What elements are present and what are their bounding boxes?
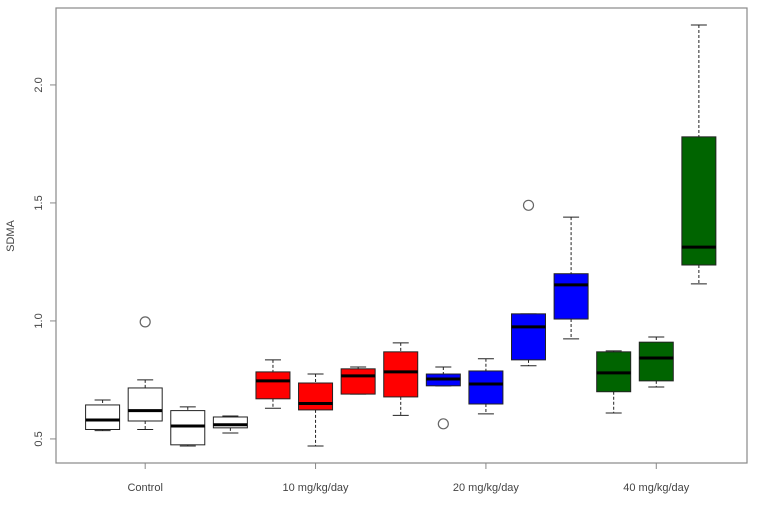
outlier-point [139, 316, 151, 328]
y-tick-label: 2.0 [33, 77, 45, 92]
iqr-box [127, 387, 163, 422]
outlier-point [522, 199, 535, 211]
iqr-box [511, 313, 547, 361]
x-tick-label: 10 mg/kg/day [283, 482, 350, 494]
y-tick-label: 0.5 [33, 431, 45, 446]
box-15 [681, 24, 717, 285]
iqr-box [85, 404, 121, 430]
iqr-box [298, 382, 334, 411]
box-7 [340, 366, 376, 395]
x-tick-label: 20 mg/kg/day [453, 482, 520, 494]
box-8 [383, 342, 419, 416]
box-9 [425, 366, 461, 430]
outlier-point [437, 418, 449, 430]
iqr-box [638, 341, 674, 382]
box-13 [596, 350, 632, 414]
x-tick-label: 40 mg/kg/day [623, 482, 690, 494]
box-14 [638, 336, 674, 388]
iqr-box [212, 416, 248, 429]
iqr-box [170, 410, 206, 446]
box-4 [212, 415, 248, 434]
box-10 [468, 358, 504, 415]
x-tick-label: Control [127, 482, 162, 494]
iqr-box [553, 273, 589, 320]
box-12 [553, 216, 589, 340]
y-axis-title: SDMA [5, 219, 17, 251]
box-1 [85, 399, 121, 432]
box-3 [170, 406, 206, 447]
iqr-box [255, 371, 291, 400]
y-axis: 0.5 1.0 1.5 2.0 [33, 77, 56, 447]
box-5 [255, 359, 291, 409]
boxes-layer [85, 24, 717, 447]
box-6 [298, 373, 334, 447]
iqr-box [383, 351, 419, 398]
y-tick-label: 1.5 [33, 195, 45, 210]
iqr-box [468, 370, 504, 405]
iqr-box [340, 368, 376, 395]
x-axis: Control 10 mg/kg/day 20 mg/kg/day 40 mg/kg/… [127, 463, 690, 494]
box-11 [511, 199, 547, 367]
box-2 [127, 316, 163, 430]
y-tick-label: 1.0 [33, 313, 45, 328]
plot-frame [55, 7, 748, 464]
iqr-box [681, 136, 717, 266]
